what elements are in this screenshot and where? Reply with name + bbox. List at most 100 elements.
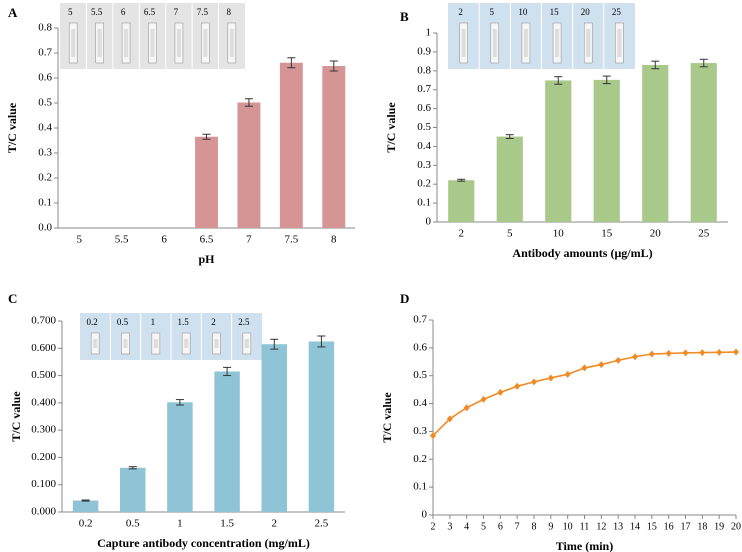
panel-label: A xyxy=(8,5,18,20)
test-window xyxy=(184,339,189,348)
x-tick-label: 1 xyxy=(177,518,183,530)
x-tick-label: 2.5 xyxy=(315,518,329,530)
x-axis-label: pH xyxy=(198,252,215,266)
error-bar xyxy=(602,75,611,85)
x-tick-label: 4 xyxy=(464,521,469,532)
y-tick-label: 0.4 xyxy=(417,140,431,152)
inset-label: 1 xyxy=(151,317,156,327)
marker xyxy=(615,356,622,364)
x-axis-label: Capture antibody concentration (mg/mL) xyxy=(97,536,310,550)
inset-label: 2 xyxy=(211,317,216,327)
panel-label: C xyxy=(8,291,17,306)
y-tick-label: 0.3 xyxy=(38,147,52,159)
marker xyxy=(682,349,689,357)
test-window xyxy=(153,339,158,348)
y-tick-label: 0.3 xyxy=(417,159,431,171)
x-tick-label: 14 xyxy=(630,521,640,532)
marker xyxy=(497,388,504,396)
y-tick-label: 0.9 xyxy=(417,45,431,57)
marker xyxy=(564,370,571,378)
y-tick-label: 0.7 xyxy=(38,47,52,59)
inset-label: 7.5 xyxy=(197,7,209,17)
y-tick-label: 0.8 xyxy=(38,22,52,34)
error-bar xyxy=(175,399,184,406)
test-window xyxy=(523,29,528,57)
test-window xyxy=(203,29,208,57)
x-tick-label: 0.2 xyxy=(79,518,93,530)
y-tick-label: 0.500 xyxy=(31,369,56,381)
x-axis-label: Time (min) xyxy=(556,539,613,552)
inset-photo: 2 5 10 15 20 25 xyxy=(448,3,635,69)
marker xyxy=(547,374,554,382)
y-tick-label: 0.6 xyxy=(417,102,431,114)
test-window xyxy=(244,339,249,348)
inset-label: 8 xyxy=(227,7,232,17)
y-tick-label: 0.0 xyxy=(38,222,52,234)
test-window xyxy=(492,29,497,57)
y-tick-label: 0.7 xyxy=(417,83,431,95)
panel-label: B xyxy=(400,9,409,24)
y-tick-label: 0.600 xyxy=(31,342,56,354)
y-axis-label: T/C value xyxy=(5,102,19,153)
x-tick-label: 7 xyxy=(515,521,520,532)
x-tick-label: 3 xyxy=(447,521,452,532)
error-bar xyxy=(317,335,326,348)
test-window xyxy=(93,339,98,348)
error-bar xyxy=(223,366,232,377)
bar xyxy=(261,344,287,512)
y-tick-label: 0 xyxy=(426,216,432,228)
error-bar xyxy=(457,178,466,182)
y-tick-label: 0.2 xyxy=(413,453,427,465)
error-bar xyxy=(287,57,296,69)
y-axis-label: T/C value xyxy=(380,392,394,443)
test-window xyxy=(214,339,219,348)
y-tick-label: 0.000 xyxy=(31,506,56,518)
marker xyxy=(598,361,605,369)
inset-label: 5 xyxy=(68,7,73,17)
x-tick-label: 13 xyxy=(613,521,623,532)
test-window xyxy=(71,29,76,57)
y-axis-label: T/C value xyxy=(9,391,23,442)
bar xyxy=(593,79,620,222)
error-bar xyxy=(244,98,253,107)
x-tick-label: 6 xyxy=(161,234,167,246)
y-tick-label: 0.7 xyxy=(413,314,427,326)
x-tick-label: 12 xyxy=(596,521,606,532)
x-tick-label: 15 xyxy=(647,521,657,532)
x-tick-label: 5 xyxy=(481,521,486,532)
bar xyxy=(690,63,717,223)
x-tick-label: 1.5 xyxy=(220,518,234,530)
inset-label: 20 xyxy=(581,7,591,17)
inset-label: 2.5 xyxy=(238,317,250,327)
marker xyxy=(531,378,537,386)
x-tick-label: 6 xyxy=(498,521,503,532)
panel-label: D xyxy=(400,291,409,306)
inset-label: 0.5 xyxy=(117,317,129,327)
marker xyxy=(733,348,739,356)
x-tick-label: 5 xyxy=(507,228,513,240)
bar xyxy=(195,136,218,228)
inset-photo: 5 5.5 6 6.5 7 7.5 8 xyxy=(60,3,245,69)
x-tick-label: 2 xyxy=(431,521,436,532)
error-bar xyxy=(554,76,563,85)
x-tick-label: 17 xyxy=(681,521,691,532)
y-tick-label: 0.5 xyxy=(417,121,431,133)
y-tick-label: 0.2 xyxy=(38,172,52,184)
error-bar xyxy=(699,58,708,68)
test-window xyxy=(617,29,622,57)
y-tick-label: 1 xyxy=(426,27,432,39)
test-window xyxy=(229,29,234,57)
marker xyxy=(648,350,655,358)
x-tick-label: 19 xyxy=(714,521,724,532)
inset-label: 5.5 xyxy=(91,7,103,17)
x-tick-label: 7 xyxy=(246,234,252,246)
inset-label: 1.5 xyxy=(178,317,190,327)
x-tick-label: 7.5 xyxy=(284,234,298,246)
x-tick-label: 16 xyxy=(664,521,674,532)
bar xyxy=(322,66,346,228)
bar xyxy=(279,62,303,228)
y-tick-label: 0.2 xyxy=(417,178,431,190)
y-tick-label: 0.8 xyxy=(417,64,431,76)
